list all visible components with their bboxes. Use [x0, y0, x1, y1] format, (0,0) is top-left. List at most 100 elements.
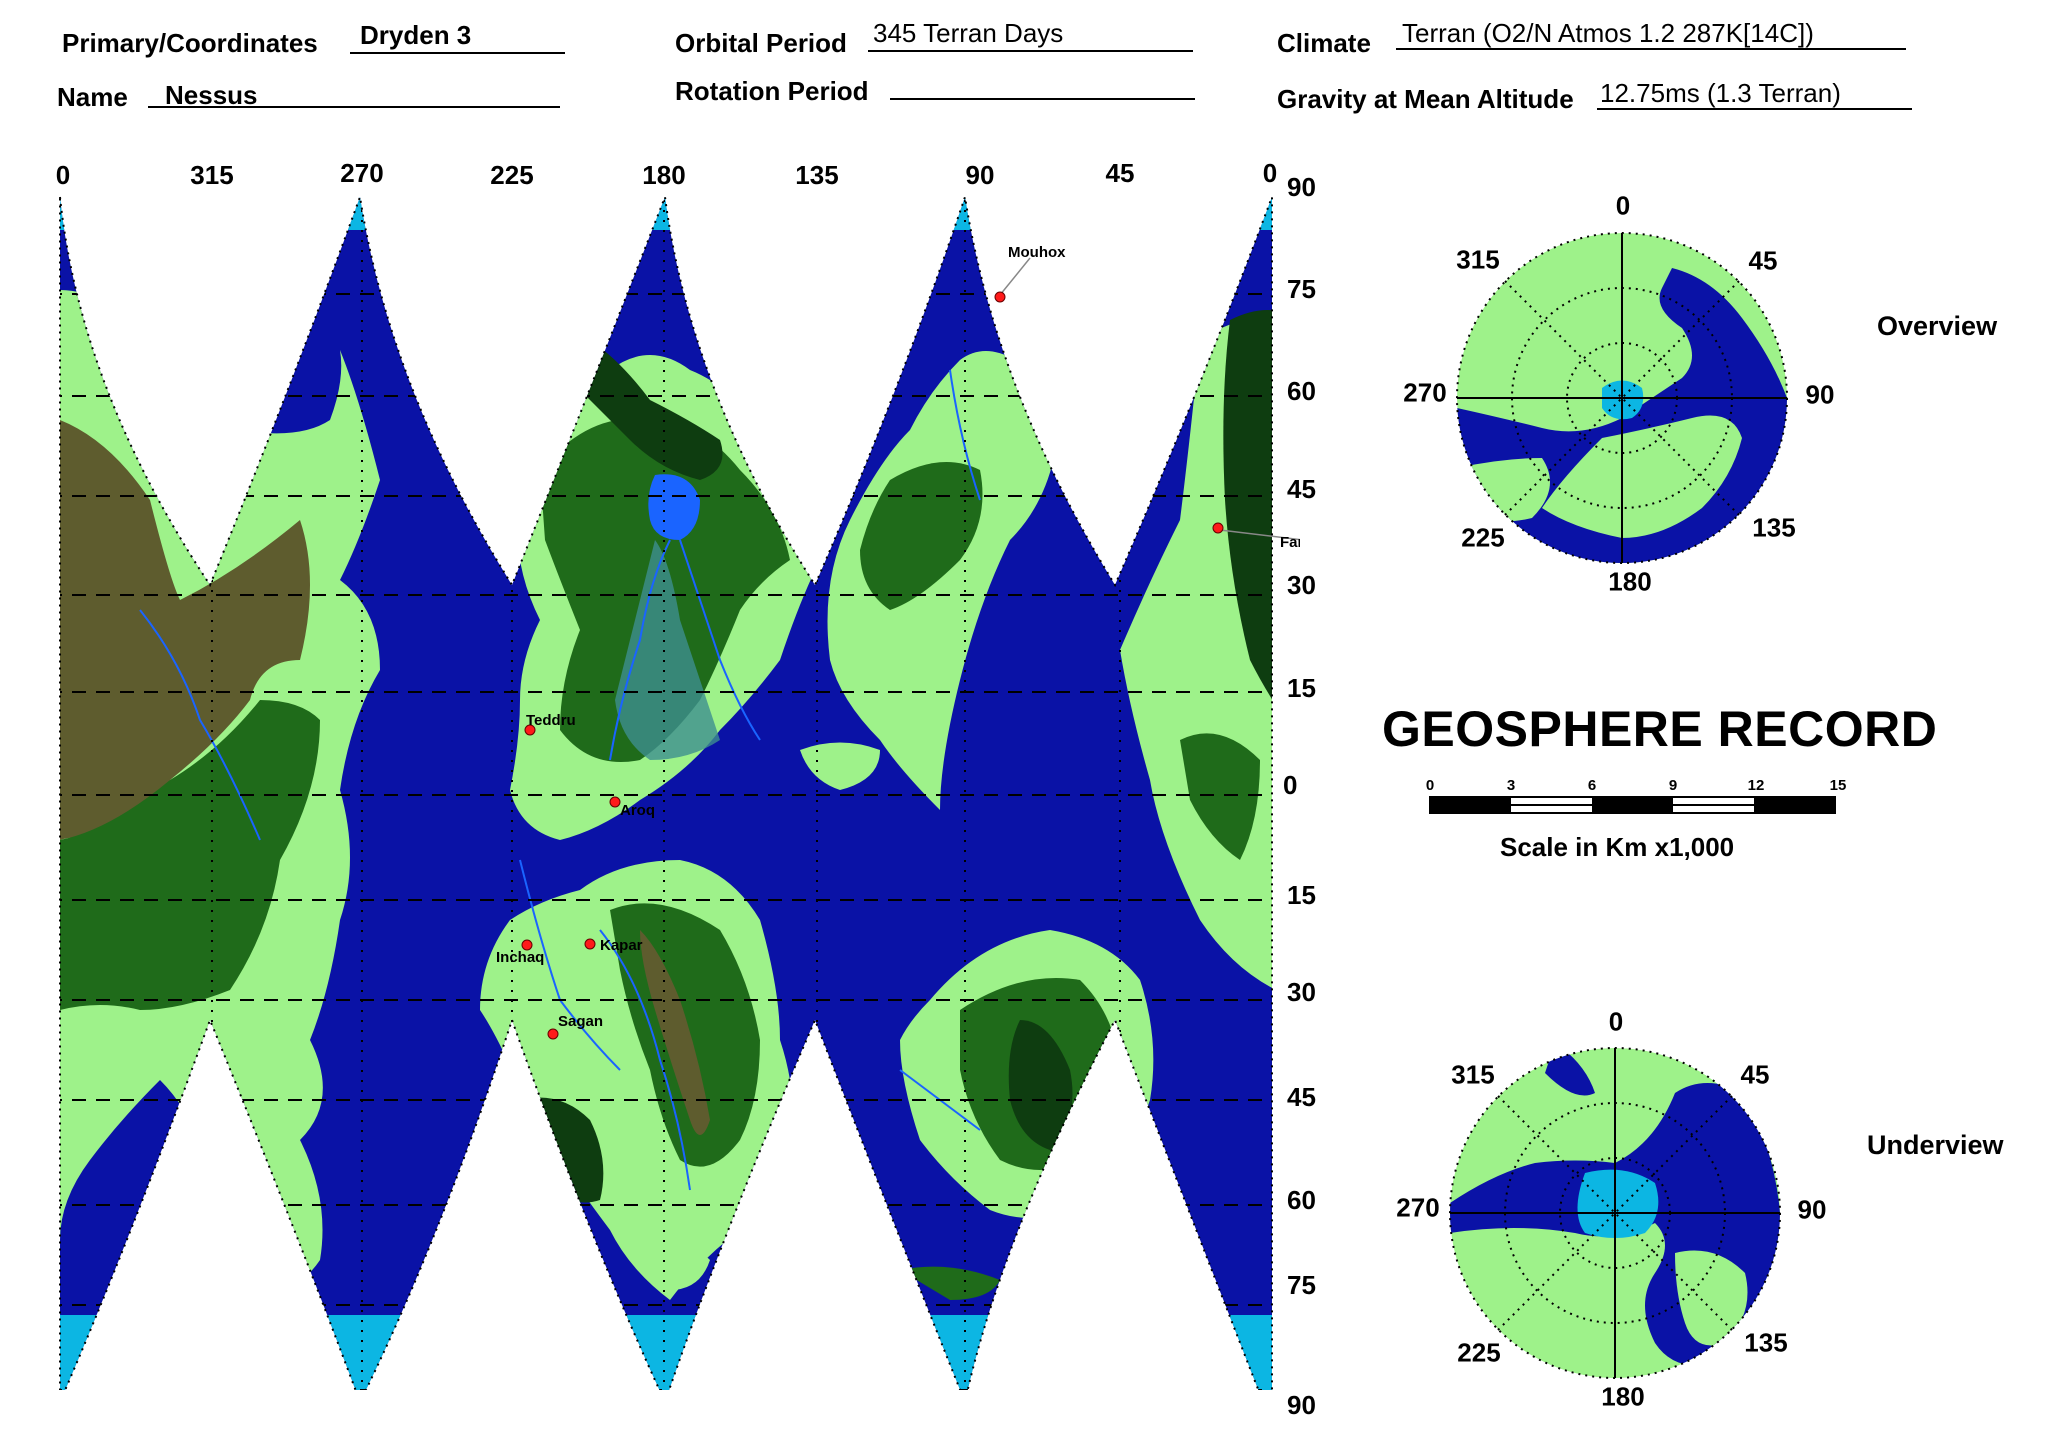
city-label: Kapar: [600, 937, 643, 954]
delta-north-central: [615, 540, 720, 760]
longitude-gridlines: [211, 197, 1121, 1390]
landmass-east: [827, 351, 1060, 810]
primary-coordinates-label: Primary/Coordinates: [62, 28, 318, 58]
rotation-period-label: Rotation Period: [675, 76, 869, 106]
city-label: Teddru: [526, 712, 576, 729]
latitude-tick: 90: [1287, 172, 1316, 202]
longitude-tick: 270: [340, 158, 384, 188]
overview-label: 90: [1805, 379, 1835, 410]
world-map[interactable]: Mouhox Faraq Teddru Aroq Inchaq Kapar Sa…: [0, 140, 1300, 1390]
longitude-tick: 90: [965, 160, 995, 190]
city-mouhox[interactable]: Mouhox: [994, 244, 1066, 303]
name-value[interactable]: Nessus: [165, 80, 258, 110]
overview-label: 225: [1461, 522, 1505, 553]
dark-forest-far-east: [1223, 310, 1272, 740]
scale-tick: 15: [1829, 777, 1847, 794]
latitude-tick: 90: [1287, 1390, 1316, 1420]
map-outline: [59, 196, 1273, 1390]
island-southeast-archipelago: [900, 1266, 1000, 1300]
latitude-tick: 30: [1287, 570, 1316, 600]
climate-underline: [1396, 48, 1906, 50]
underview-label: 90: [1797, 1194, 1827, 1225]
city-label: Mouhox: [1008, 244, 1066, 261]
name-underline: [148, 106, 560, 108]
rivers: [139, 369, 981, 1191]
city-label: Aroq: [620, 802, 655, 819]
overview-label: 45: [1748, 245, 1778, 276]
polar-ice-south: [60, 1315, 1272, 1390]
latitude-tick: 15: [1287, 673, 1316, 703]
underview-label: 315: [1451, 1059, 1495, 1090]
island-south-archipelago: [660, 1246, 710, 1290]
scale-tick: 3: [1506, 777, 1516, 794]
forest-west: [60, 700, 320, 1010]
primary-coordinates-underline: [350, 52, 565, 54]
longitude-tick: 0: [1262, 158, 1278, 188]
overview-label: 270: [1403, 377, 1447, 408]
latitude-tick: 75: [1287, 1270, 1316, 1300]
scale-tick: 6: [1587, 777, 1597, 794]
scale-bar: [1429, 796, 1836, 814]
underview-label: 45: [1740, 1059, 1770, 1090]
longitude-tick: 180: [642, 160, 686, 190]
city-aroq[interactable]: Aroq: [609, 796, 655, 819]
scale-tick: 0: [1425, 777, 1435, 794]
highland-west: [60, 420, 310, 860]
latitude-tick: 15: [1287, 880, 1316, 910]
city-teddru[interactable]: Teddru: [524, 712, 576, 736]
scale-tick: 12: [1747, 777, 1765, 794]
latitude-tick: 60: [1287, 376, 1316, 406]
longitude-tick: 135: [795, 160, 839, 190]
latitude-tick: 45: [1287, 1082, 1316, 1112]
city-sagan[interactable]: Sagan: [547, 1013, 603, 1040]
overview-title: Overview: [1877, 311, 1998, 341]
longitude-tick: 0: [55, 160, 71, 190]
underview-globe[interactable]: [1445, 1043, 1785, 1383]
overview-label: 315: [1456, 244, 1500, 275]
dark-forest-north-central: [580, 340, 723, 480]
overview-globe[interactable]: [1452, 228, 1792, 568]
city-kapar[interactable]: Kapar: [584, 937, 643, 954]
climate-label: Climate: [1277, 28, 1371, 58]
island-equatorial: [800, 742, 880, 790]
overview-label: 180: [1608, 566, 1652, 597]
city-label: Faraq: [1280, 534, 1300, 551]
underview-title: Underview: [1867, 1130, 2004, 1160]
forest-far-east: [1180, 733, 1260, 860]
orbital-period-value[interactable]: 345 Terran Days: [873, 18, 1064, 48]
underview-label: 135: [1744, 1327, 1788, 1358]
latitude-tick: 60: [1287, 1185, 1316, 1215]
underview-label: 270: [1396, 1192, 1440, 1223]
forest-east: [860, 462, 983, 610]
latitude-tick: 75: [1287, 274, 1316, 304]
gravity-label: Gravity at Mean Altitude: [1277, 84, 1574, 114]
longitude-tick: 45: [1105, 158, 1135, 188]
city-inchaq[interactable]: Inchaq: [496, 939, 544, 966]
orbital-period-underline: [868, 50, 1193, 52]
latitude-tick: 30: [1287, 977, 1316, 1007]
city-label: Inchaq: [496, 949, 544, 966]
dark-forest-southeast: [1008, 1020, 1073, 1150]
primary-coordinates-value[interactable]: Dryden 3: [360, 20, 472, 50]
orbital-period-label: Orbital Period: [675, 28, 847, 58]
gravity-underline: [1597, 108, 1912, 110]
longitude-tick: 225: [490, 160, 534, 190]
gravity-value[interactable]: 12.75ms (1.3 Terran): [1600, 78, 1841, 108]
underview-label: 180: [1601, 1381, 1645, 1412]
name-label: Name: [57, 82, 128, 112]
scale-tick: 9: [1668, 777, 1678, 794]
latitude-tick: 45: [1287, 474, 1316, 504]
geosphere-record-title: GEOSPHERE RECORD: [1382, 701, 1938, 757]
city-faraq[interactable]: Faraq: [1212, 522, 1300, 551]
polar-ice-north: [60, 197, 1272, 230]
scale-caption: Scale in Km x1,000: [1500, 832, 1735, 862]
rotation-period-underline: [890, 98, 1195, 100]
underview-label: 225: [1457, 1337, 1501, 1368]
latitude-tick: 0: [1283, 770, 1298, 800]
lake-north-central: [648, 474, 700, 540]
highland-south-central: [640, 930, 710, 1135]
climate-value[interactable]: Terran (O2/N Atmos 1.2 287K[14C]): [1402, 18, 1814, 48]
overview-label: 0: [1615, 190, 1631, 221]
overview-label: 135: [1752, 512, 1796, 543]
city-label: Sagan: [558, 1013, 603, 1030]
